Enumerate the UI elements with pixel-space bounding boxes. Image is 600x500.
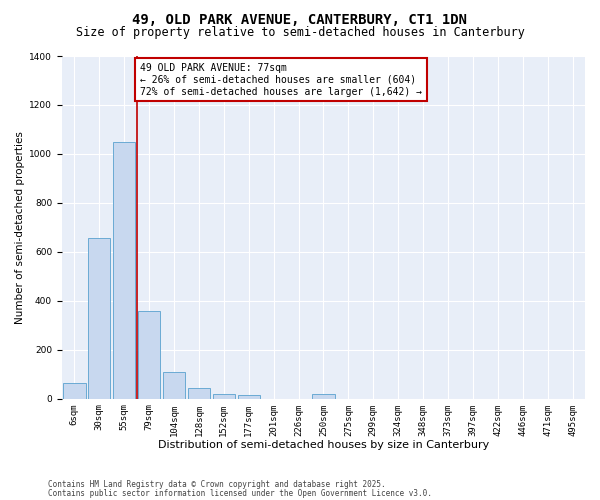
Text: Contains public sector information licensed under the Open Government Licence v3: Contains public sector information licen… (48, 488, 432, 498)
Bar (188, 388, 210, 398)
Bar (163, 372, 185, 398)
Bar (238, 395, 260, 398)
Y-axis label: Number of semi-detached properties: Number of semi-detached properties (15, 131, 25, 324)
Bar (113, 142, 136, 398)
Bar (312, 394, 335, 398)
Text: 49 OLD PARK AVENUE: 77sqm
← 26% of semi-detached houses are smaller (604)
72% of: 49 OLD PARK AVENUE: 77sqm ← 26% of semi-… (140, 64, 422, 96)
Bar (88, 238, 110, 398)
X-axis label: Distribution of semi-detached houses by size in Canterbury: Distribution of semi-detached houses by … (158, 440, 489, 450)
Bar (212, 394, 235, 398)
Bar (138, 310, 160, 398)
Text: Contains HM Land Registry data © Crown copyright and database right 2025.: Contains HM Land Registry data © Crown c… (48, 480, 386, 489)
Text: Size of property relative to semi-detached houses in Canterbury: Size of property relative to semi-detach… (76, 26, 524, 39)
Bar (63, 383, 86, 398)
Text: 49, OLD PARK AVENUE, CANTERBURY, CT1 1DN: 49, OLD PARK AVENUE, CANTERBURY, CT1 1DN (133, 12, 467, 26)
